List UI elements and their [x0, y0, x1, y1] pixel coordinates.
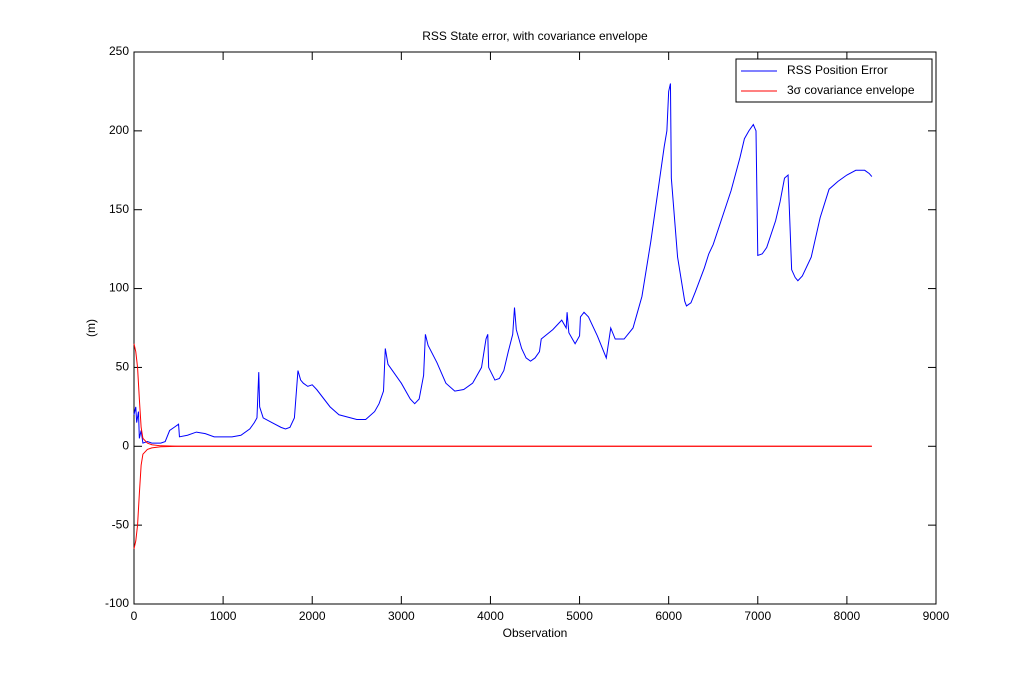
data-line: [133, 83, 873, 444]
chart-title: RSS State error, with covariance envelop…: [422, 29, 648, 43]
x-tick-label: 0: [131, 609, 138, 623]
x-tick-label: 5000: [566, 609, 593, 623]
x-tick-label: 2000: [299, 609, 326, 623]
x-tick-label: 4000: [477, 609, 504, 623]
legend-label: 3σ covariance envelope: [787, 83, 915, 97]
legend-box: [735, 58, 933, 103]
legend-label: RSS Position Error: [787, 63, 888, 77]
x-tick-label: 9000: [923, 609, 950, 623]
y-tick-label: 0: [122, 438, 129, 452]
y-tick-label: -50: [112, 517, 130, 531]
x-tick-label: 8000: [834, 609, 861, 623]
x-tick-label: 6000: [655, 609, 682, 623]
y-tick-label: 150: [109, 202, 129, 216]
y-tick-label: 250: [109, 44, 129, 58]
y-tick-label: 200: [109, 123, 129, 137]
data-line: [133, 343, 872, 447]
y-tick-label: 50: [116, 360, 130, 374]
y-axis-label: (m): [84, 319, 98, 337]
x-tick-label: 1000: [210, 609, 237, 623]
x-axis-label: Observation: [503, 626, 568, 640]
y-tick-label: 100: [109, 281, 129, 295]
plot-area: [133, 51, 937, 605]
x-tick-label: 3000: [388, 609, 415, 623]
y-tick-label: -100: [105, 596, 129, 610]
x-tick-label: 7000: [744, 609, 771, 623]
data-line: [133, 445, 872, 549]
